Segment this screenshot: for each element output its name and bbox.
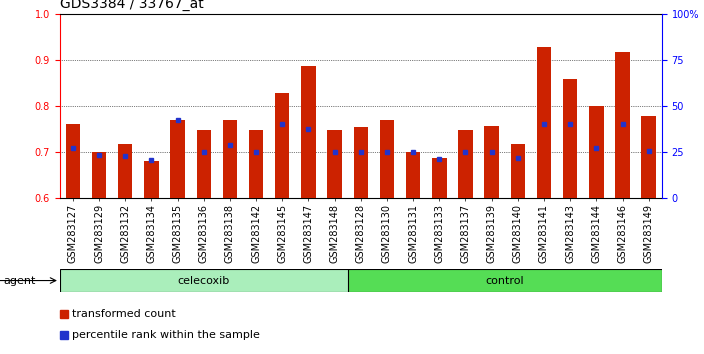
- Bar: [348, 269, 662, 292]
- Bar: [275, 93, 289, 198]
- Bar: [65, 124, 80, 198]
- Text: transformed count: transformed count: [72, 309, 175, 319]
- Bar: [92, 152, 106, 198]
- Bar: [536, 47, 551, 198]
- Bar: [379, 120, 394, 198]
- Bar: [196, 130, 211, 198]
- Bar: [327, 130, 342, 198]
- Bar: [641, 116, 656, 198]
- Bar: [118, 144, 132, 198]
- Bar: [484, 126, 499, 198]
- Bar: [432, 158, 446, 198]
- Text: percentile rank within the sample: percentile rank within the sample: [72, 330, 260, 341]
- Bar: [301, 66, 315, 198]
- Text: agent: agent: [4, 275, 36, 286]
- Bar: [589, 106, 603, 198]
- Bar: [563, 79, 577, 198]
- Bar: [510, 144, 525, 198]
- Bar: [458, 130, 472, 198]
- Text: control: control: [486, 275, 524, 286]
- Bar: [615, 52, 629, 198]
- Bar: [170, 120, 185, 198]
- Bar: [144, 160, 158, 198]
- Bar: [222, 120, 237, 198]
- Text: celecoxib: celecoxib: [177, 275, 230, 286]
- Bar: [353, 127, 368, 198]
- Bar: [406, 152, 420, 198]
- Text: GDS3384 / 33767_at: GDS3384 / 33767_at: [60, 0, 203, 11]
- Bar: [60, 269, 348, 292]
- Bar: [249, 130, 263, 198]
